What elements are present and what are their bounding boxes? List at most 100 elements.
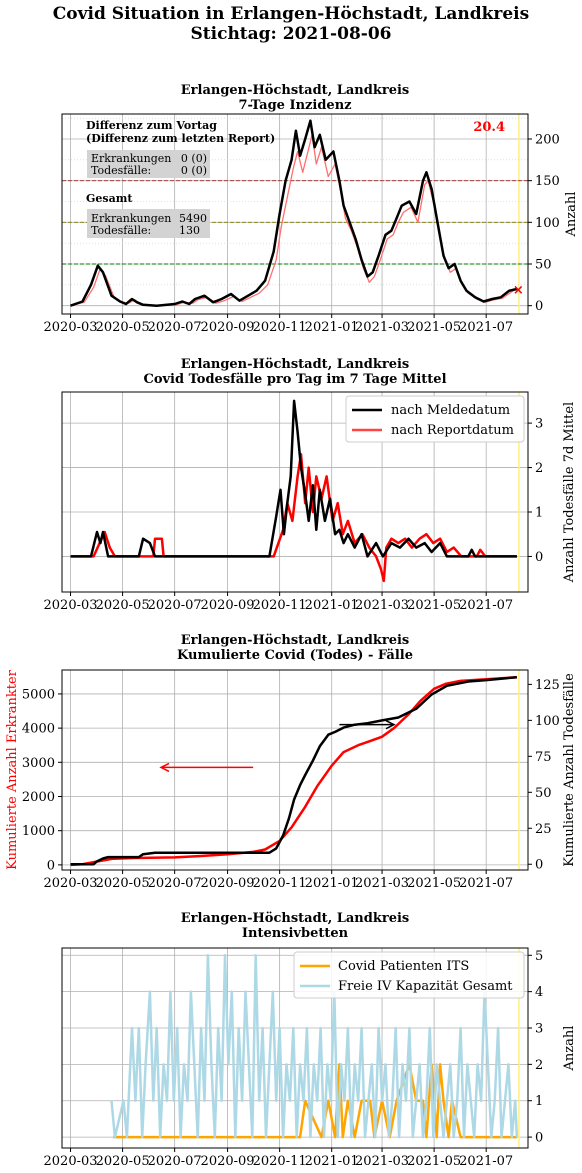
chart-title: Erlangen-Höchstadt, Landkreis <box>181 357 409 372</box>
series-line-cases <box>70 675 517 867</box>
chart-title: Erlangen-Höchstadt, Landkreis <box>181 83 409 98</box>
chart-subtitle: Intensivbetten <box>242 926 349 941</box>
x-tick-label: 2021-03 <box>355 1154 409 1169</box>
y-tick-label: 2 <box>535 1058 543 1073</box>
y-tick-label: 5 <box>535 949 543 964</box>
x-tick-label: 2020-09 <box>201 876 255 891</box>
x-tick-label: 2021-05 <box>407 876 461 891</box>
series-line-orange <box>113 1063 517 1139</box>
x-tick-label: 2021-07 <box>459 598 513 613</box>
y-tick-label: 75 <box>535 750 552 765</box>
total-cases-label: Erkrankungen <box>91 212 171 225</box>
y-axis-label: Anzahl Todesfälle 7d Mittel <box>562 402 577 583</box>
series-line-red <box>70 452 517 583</box>
x-tick-label: 2020-09 <box>201 1154 255 1169</box>
series-line-deaths <box>70 675 518 866</box>
chart-subtitle: Covid Todesfälle pro Tag im 7 Tage Mitte… <box>143 372 446 387</box>
arrow-head <box>159 762 170 773</box>
y-tick-label: 3 <box>535 417 543 432</box>
diff-deaths-label: Todesfälle: <box>91 164 151 177</box>
x-tick-label: 2021-01 <box>305 876 359 891</box>
y-tick-label: 2 <box>535 461 543 476</box>
x-tick-label: 2021-01 <box>305 1154 359 1169</box>
x-tick-label: 2020-03 <box>44 1154 98 1169</box>
legend-label-meldedatum: nach Meldedatum <box>391 403 510 418</box>
chart-title: Erlangen-Höchstadt, Landkreis <box>181 633 409 648</box>
y-tick-label: 0 <box>535 1131 543 1146</box>
current-marker: × <box>513 283 524 298</box>
series-line-black <box>70 399 517 558</box>
chart-subtitle: Kumulierte Covid (Todes) - Fälle <box>177 648 413 663</box>
y-tick-label: 125 <box>535 678 560 693</box>
diff-header: Differenz zum Vortag <box>86 119 217 132</box>
x-tick-label: 2020-05 <box>96 1154 150 1169</box>
y-tick-label: 3 <box>535 1022 543 1037</box>
x-tick-label: 2020-03 <box>44 320 98 335</box>
y-tick-label: 150 <box>535 174 560 189</box>
x-tick-label: 2020-11 <box>253 876 307 891</box>
legend-box <box>293 951 525 999</box>
total-deaths-label: Todesfälle: <box>91 224 151 237</box>
arrow-head <box>385 720 396 730</box>
diff-cases-label: Erkrankungen <box>91 152 171 165</box>
plot-frame <box>61 947 529 1149</box>
x-tick-label: 2021-07 <box>459 876 513 891</box>
total-cases-value: 5490 <box>179 212 207 225</box>
y-tick-label: 50 <box>535 786 552 801</box>
x-tick-label: 2021-03 <box>355 876 409 891</box>
diff-cases-value: 0 (0) <box>181 152 207 165</box>
x-tick-label: 2021-05 <box>407 598 461 613</box>
y-axis-label-right: Kumulierte Anzahl Todesfälle <box>562 673 577 867</box>
x-tick-label: 2020-07 <box>148 1154 202 1169</box>
y-tick-label: 100 <box>535 216 560 231</box>
diff-deaths-value: 0 (0) <box>181 164 207 177</box>
y-tick-label-left: 1000 <box>22 824 55 839</box>
x-tick-label: 2021-01 <box>305 598 359 613</box>
y-tick-label-left: 4000 <box>22 722 55 737</box>
total-deaths-value: 130 <box>179 224 200 237</box>
main-title-line2: Stichtag: 2021-08-06 <box>190 24 392 44</box>
current-value-label: 20.4 <box>473 120 505 135</box>
total-header: Gesamt <box>86 192 133 205</box>
x-tick-label: 2021-01 <box>305 320 359 335</box>
diff-box <box>87 150 210 178</box>
x-tick-label: 2020-09 <box>201 320 255 335</box>
y-axis-label-left: Kumulierte Anzahl Erkrankter <box>5 669 20 870</box>
y-axis-label: Anzahl <box>564 192 579 238</box>
y-tick-label: 25 <box>535 822 552 837</box>
x-tick-label: 2021-07 <box>459 1154 513 1169</box>
plot-frame <box>61 669 529 871</box>
x-tick-label: 2020-05 <box>96 598 150 613</box>
x-tick-label: 2020-05 <box>96 876 150 891</box>
series-line-black <box>70 119 518 307</box>
y-axis-label: Anzahl <box>562 1026 577 1072</box>
x-tick-label: 2021-07 <box>459 320 513 335</box>
main-title: Covid Situation in Erlangen-Höchstadt, L… <box>0 4 582 44</box>
y-tick-label: 4 <box>535 985 543 1000</box>
legend-box <box>345 395 525 443</box>
x-tick-label: 2020-03 <box>44 876 98 891</box>
y-tick-label: 100 <box>535 714 560 729</box>
total-box <box>87 209 210 238</box>
y-tick-label: 50 <box>535 258 552 273</box>
plot-frame <box>61 391 529 593</box>
x-tick-label: 2021-03 <box>355 598 409 613</box>
x-tick-label: 2020-07 <box>148 320 202 335</box>
x-tick-label: 2020-09 <box>201 598 255 613</box>
y-tick-label: 200 <box>535 133 560 148</box>
x-tick-label: 2020-11 <box>253 1154 307 1169</box>
y-tick-label: 0 <box>535 299 543 314</box>
x-tick-label: 2020-07 <box>148 598 202 613</box>
legend-label-covid: Covid Patienten ITS <box>338 959 469 974</box>
chart-title: Erlangen-Höchstadt, Landkreis <box>181 911 409 926</box>
legend-label-free: Freie IV Kapazität Gesamt <box>338 979 513 994</box>
icu-chart: Erlangen-Höchstadt, LandkreisIntensivbet… <box>44 911 577 1169</box>
legend-label-reportdatum: nach Reportdatum <box>391 423 514 438</box>
plot-frame <box>61 113 529 315</box>
x-tick-label: 2020-05 <box>96 320 150 335</box>
y-tick-label-left: 2000 <box>22 790 55 805</box>
cumulative-chart: Erlangen-Höchstadt, LandkreisKumulierte … <box>5 633 577 891</box>
y-tick-label: 1 <box>535 506 543 521</box>
